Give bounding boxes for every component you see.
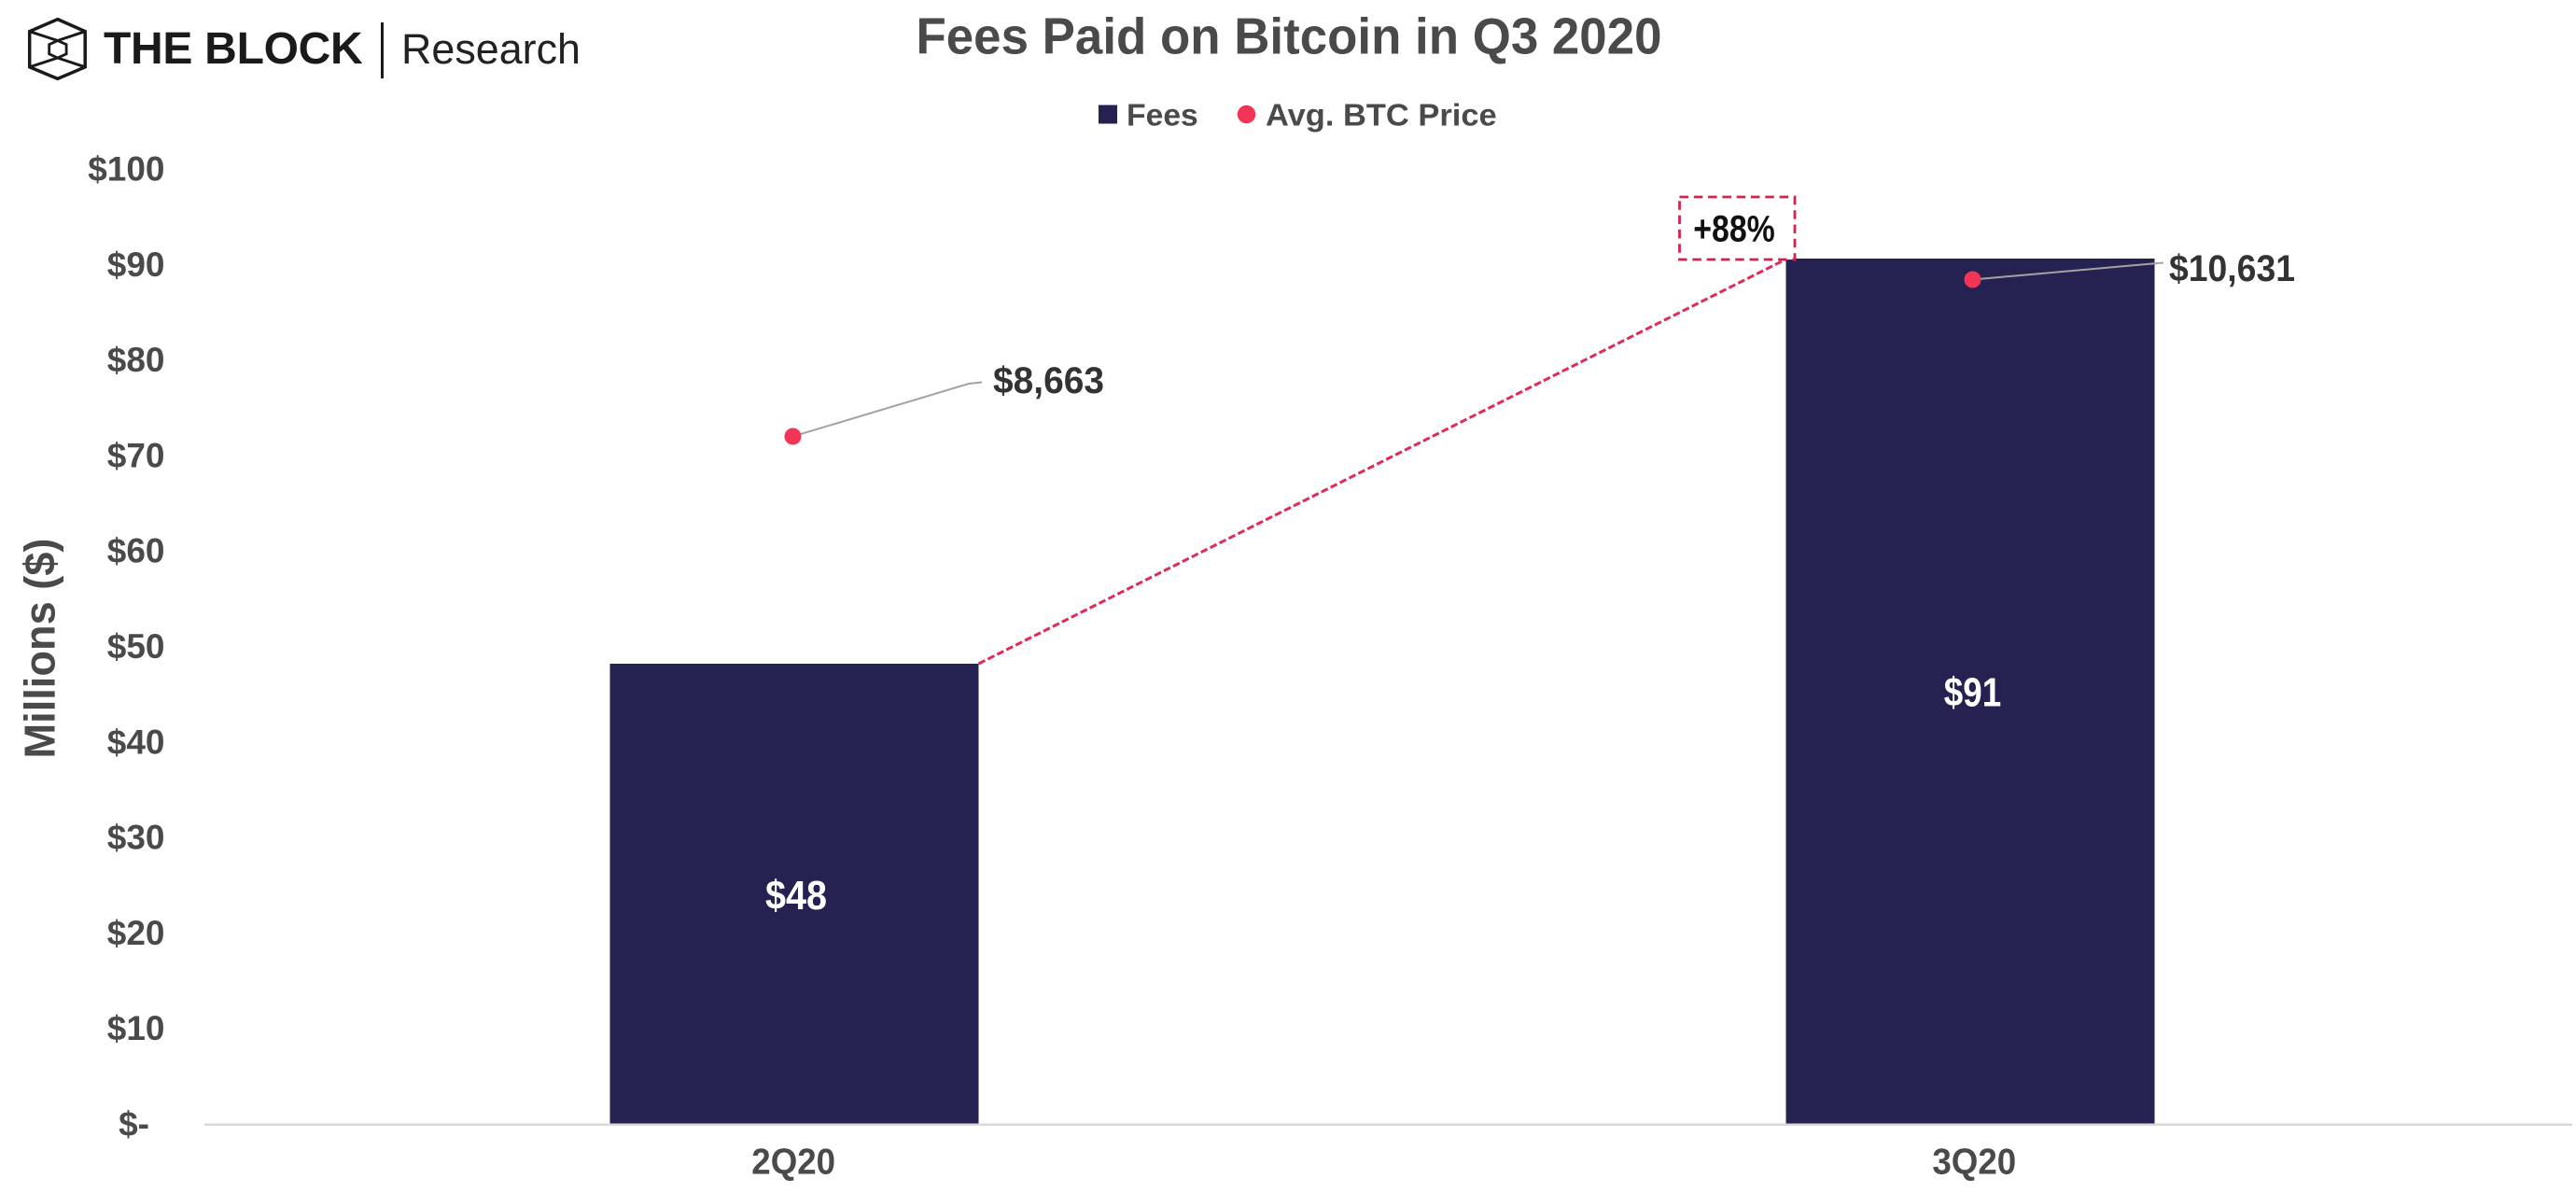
svg-text:$30: $30 [107,819,165,857]
svg-text:Avg. BTC Price: Avg. BTC Price [1266,98,1497,133]
svg-text:$40: $40 [107,723,165,761]
svg-text:2Q20: 2Q20 [751,1143,835,1183]
svg-text:$10,631: $10,631 [2169,248,2295,289]
svg-text:$60: $60 [107,532,165,570]
svg-text:$91: $91 [1944,670,2002,716]
svg-text:$8,663: $8,663 [993,360,1104,401]
svg-text:$90: $90 [107,246,165,284]
svg-text:Research: Research [401,25,581,73]
svg-text:Fees: Fees [1127,98,1198,133]
svg-text:$20: $20 [107,914,165,952]
svg-text:$70: $70 [107,436,165,474]
svg-text:THE BLOCK: THE BLOCK [104,24,363,74]
svg-text:$100: $100 [88,150,164,189]
svg-text:+88%: +88% [1693,209,1775,250]
svg-text:$10: $10 [107,1009,165,1047]
svg-text:$48: $48 [765,873,827,919]
svg-text:Millions ($): Millions ($) [16,539,64,759]
svg-text:$50: $50 [107,627,165,666]
svg-text:$80: $80 [107,341,165,379]
svg-text:$-: $- [119,1105,149,1144]
svg-text:3Q20: 3Q20 [1932,1143,2016,1183]
svg-text:Fees Paid on Bitcoin in Q3 202: Fees Paid on Bitcoin in Q3 2020 [917,7,1662,65]
